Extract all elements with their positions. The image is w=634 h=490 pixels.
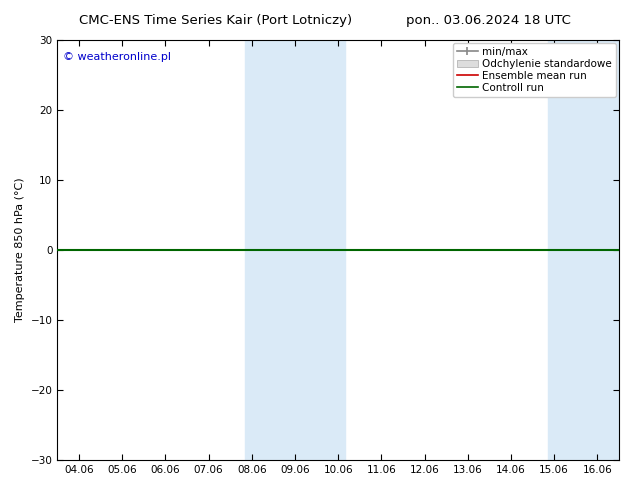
Legend: min/max, Odchylenie standardowe, Ensemble mean run, Controll run: min/max, Odchylenie standardowe, Ensembl… — [453, 43, 616, 98]
Bar — [548, 40, 619, 460]
Text: CMC-ENS Time Series Kair (Port Lotniczy): CMC-ENS Time Series Kair (Port Lotniczy) — [79, 14, 352, 27]
Y-axis label: Temperature 850 hPa (°C): Temperature 850 hPa (°C) — [15, 177, 25, 322]
Text: © weatheronline.pl: © weatheronline.pl — [63, 52, 171, 62]
Bar — [245, 40, 345, 460]
Text: pon.. 03.06.2024 18 UTC: pon.. 03.06.2024 18 UTC — [406, 14, 571, 27]
